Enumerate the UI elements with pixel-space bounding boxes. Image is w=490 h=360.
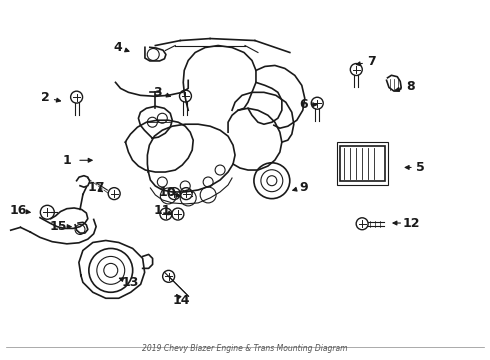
- Text: 14: 14: [173, 294, 190, 307]
- Bar: [340, 147, 385, 181]
- Text: 17: 17: [87, 181, 105, 194]
- Text: 8: 8: [407, 80, 415, 93]
- Text: 13: 13: [122, 276, 139, 289]
- Text: 9: 9: [299, 181, 308, 194]
- Text: 16: 16: [9, 204, 27, 217]
- Text: 6: 6: [299, 98, 308, 111]
- Text: 12: 12: [402, 216, 420, 230]
- Text: 11: 11: [153, 204, 171, 217]
- Text: 7: 7: [368, 55, 376, 68]
- Bar: [337, 143, 388, 185]
- Text: 10: 10: [158, 186, 175, 199]
- Text: 5: 5: [416, 161, 425, 174]
- Text: 2: 2: [41, 91, 49, 104]
- Text: 2019 Chevy Blazer Engine & Trans Mounting Diagram: 2019 Chevy Blazer Engine & Trans Mountin…: [142, 344, 348, 353]
- Text: 3: 3: [153, 86, 161, 99]
- Text: 1: 1: [62, 154, 71, 167]
- Text: 15: 15: [50, 220, 67, 233]
- Text: 4: 4: [114, 41, 122, 54]
